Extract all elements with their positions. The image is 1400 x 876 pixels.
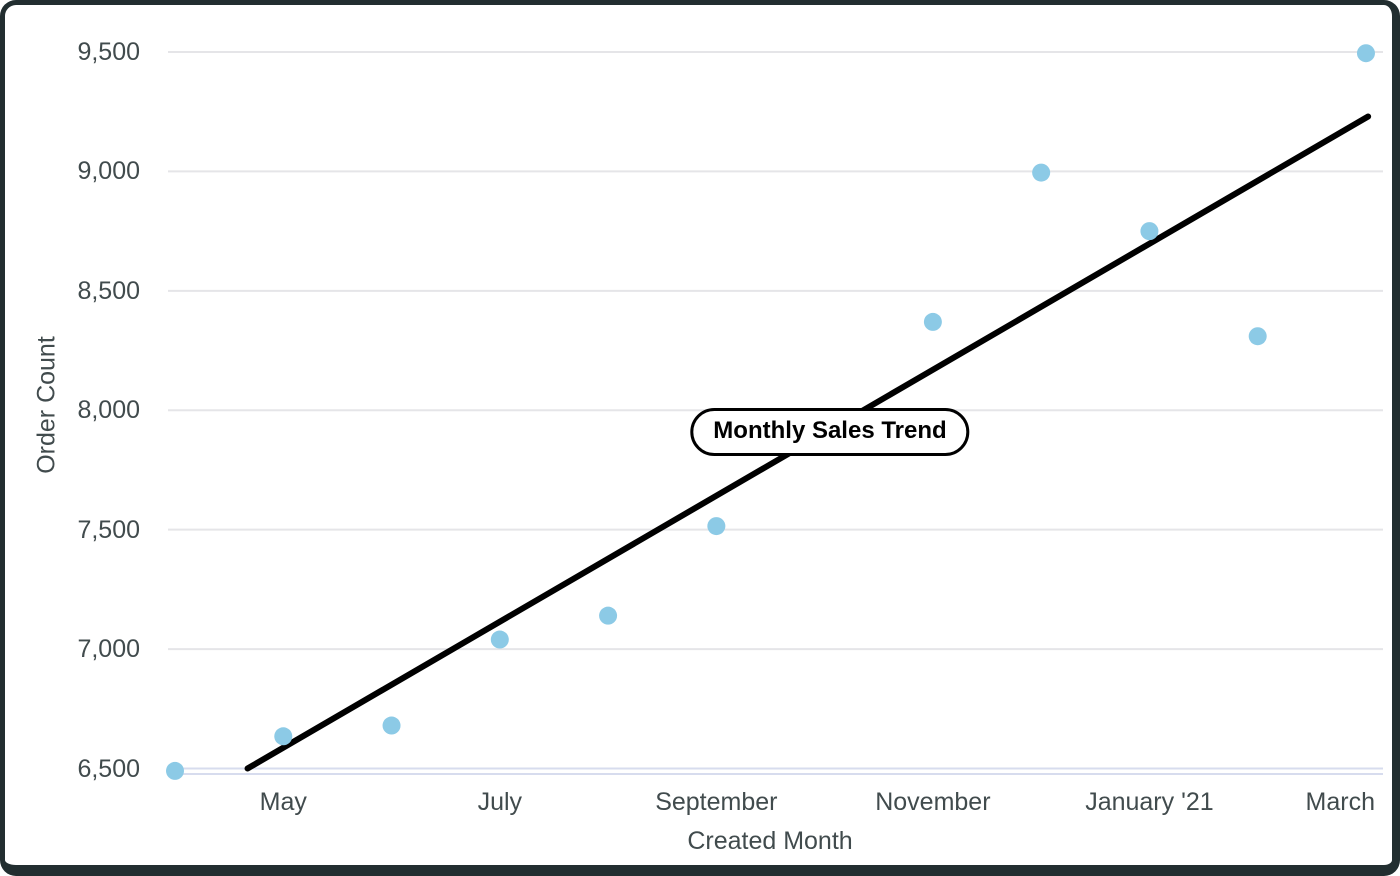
y-tick-label: 6,500 — [77, 754, 140, 783]
y-tick-label: 7,500 — [77, 515, 140, 544]
x-tick-label: May — [259, 788, 307, 816]
x-tick-label: July — [477, 788, 523, 816]
data-point[interactable] — [1140, 222, 1159, 241]
x-tick-label: November — [875, 788, 991, 816]
data-point[interactable] — [166, 761, 184, 780]
data-point[interactable] — [382, 716, 401, 735]
data-point[interactable] — [1248, 327, 1267, 346]
y-axis-title: Order Count — [32, 336, 61, 474]
y-tick-label: 8,000 — [77, 396, 140, 425]
data-point[interactable] — [923, 312, 942, 331]
x-tick-label: March — [1305, 788, 1375, 816]
chart-title-label: Monthly Sales Trend — [690, 408, 970, 456]
data-point[interactable] — [274, 727, 293, 746]
x-tick-label: January '21 — [1085, 788, 1214, 816]
x-tick-label: September — [655, 788, 778, 816]
y-tick-label: 9,000 — [77, 157, 140, 186]
data-point[interactable] — [599, 606, 618, 625]
y-tick-label: 8,500 — [77, 276, 140, 305]
y-tick-label: 7,000 — [77, 635, 140, 664]
data-point[interactable] — [707, 517, 726, 536]
x-axis-title: Created Month — [687, 827, 853, 855]
data-point[interactable] — [490, 630, 509, 649]
y-tick-label: 9,500 — [77, 38, 140, 66]
data-point[interactable] — [1032, 163, 1051, 182]
data-point[interactable] — [1356, 44, 1375, 63]
